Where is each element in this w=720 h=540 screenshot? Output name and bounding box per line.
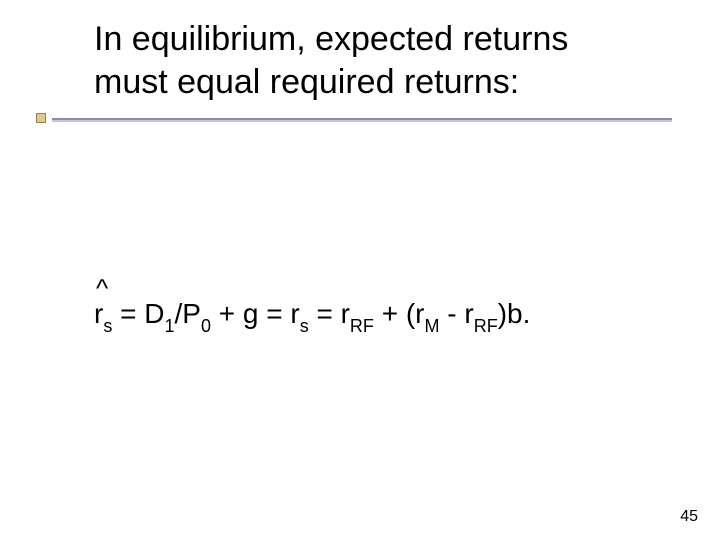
- equation: ^ rs = D1/P0 + g = rs = rRF + (rM - rRF)…: [94, 296, 672, 336]
- eq-slash-p: /P: [174, 298, 200, 329]
- eq-sub-rf1: RF: [350, 316, 374, 336]
- title-line-1: In equilibrium, expected returns: [94, 18, 672, 61]
- eq-sub-1: 1: [164, 316, 174, 336]
- accent-line-shadow: [52, 120, 672, 122]
- eq-sub-s2: s: [300, 316, 309, 336]
- accent-line: [52, 118, 672, 120]
- eq-minus-r: - r: [439, 298, 473, 329]
- equation-row: rs = D1/P0 + g = rs = rRF + (rM - rRF)b.: [94, 298, 530, 329]
- eq-close-b: )b.: [498, 298, 531, 329]
- eq-plus-open: + (r: [374, 298, 425, 329]
- title-line-2: must equal required returns:: [94, 61, 672, 104]
- accent-square: [36, 113, 46, 123]
- eq-sub-0: 0: [201, 316, 211, 336]
- hat-symbol: ^: [96, 272, 108, 306]
- eq-plus-g: + g = r: [211, 298, 300, 329]
- slide: In equilibrium, expected returns must eq…: [0, 0, 720, 540]
- eq-part-1: = D: [112, 298, 164, 329]
- page-number: 45: [680, 508, 698, 526]
- slide-title: In equilibrium, expected returns must eq…: [94, 18, 672, 103]
- eq-eq-r: = r: [309, 298, 350, 329]
- eq-sub-rf2: RF: [474, 316, 498, 336]
- eq-sub-m: M: [424, 316, 439, 336]
- eq-sub-s1: s: [103, 316, 112, 336]
- title-underline: [36, 114, 672, 124]
